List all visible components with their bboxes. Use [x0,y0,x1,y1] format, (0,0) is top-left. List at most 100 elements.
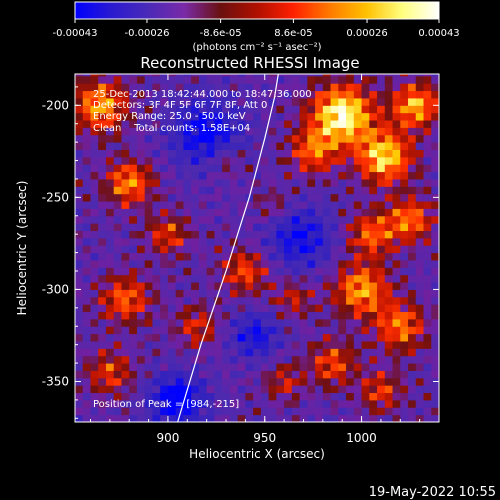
heatmap-cell [152,385,161,394]
heatmap-cell [129,90,138,99]
heatmap-cell [384,259,394,268]
heatmap-cell [136,83,146,92]
heatmap-cell [229,340,239,349]
heatmap-cell [268,75,277,84]
heatmap-cell [129,171,138,180]
heatmap-cell [191,392,200,401]
heatmap-cell [346,318,355,327]
heatmap-cell [392,83,401,92]
heatmap-cell [400,237,409,246]
heatmap-cell [98,164,107,173]
heatmap-cell [206,134,215,143]
x-tick-label: 950 [253,431,276,445]
heatmap-cell [90,178,99,187]
heatmap-cell [415,75,425,84]
heatmap-cell [346,392,355,401]
heatmap-cell [75,407,84,416]
heatmap-cell [105,74,115,77]
heatmap-cell [191,193,200,202]
heatmap-cell [369,105,378,114]
heatmap-cell [346,164,355,173]
heatmap-cell [260,407,270,416]
heatmap-cell [105,399,115,408]
heatmap-cell [299,127,308,136]
heatmap-cell [245,392,254,401]
heatmap-cell [206,363,215,371]
heatmap-cell [75,304,84,313]
heatmap-cell [423,178,432,187]
heatmap-cell [415,193,425,202]
heatmap-cell [260,259,270,268]
heatmap-cell [315,90,324,99]
heatmap-cell [400,311,409,320]
heatmap-cell [291,304,301,313]
heatmap-cell [307,296,316,305]
heatmap-cell [291,90,301,99]
heatmap-cell [198,385,208,394]
heatmap-cell [253,193,262,202]
heatmap-cell [206,149,215,158]
heatmap-cell [90,237,99,246]
heatmap-cell [346,230,355,239]
heatmap-cell [105,149,115,158]
heatmap-cell [214,377,223,386]
heatmap-cell [191,134,200,143]
heatmap-cell [361,149,370,158]
heatmap-cell [136,267,146,276]
heatmap-cell [330,90,339,99]
heatmap-cell [392,178,401,187]
heatmap-cell [260,120,270,128]
heatmap-cell [105,215,115,224]
heatmap-cell [400,407,409,416]
heatmap-cell [113,74,122,77]
heatmap-cell [75,311,84,320]
heatmap-cell [361,112,370,121]
heatmap-cell [129,318,138,327]
heatmap-cell [377,134,386,143]
heatmap-cell [253,296,262,305]
heatmap-cell [423,215,432,224]
heatmap-cell [384,385,394,394]
heatmap-cell [423,318,432,327]
heatmap-cell [253,348,262,357]
heatmap-cell [90,267,99,276]
heatmap-cell [121,142,130,150]
heatmap-cell [384,414,394,422]
heatmap-cell [183,370,192,379]
heatmap-cell [105,333,115,342]
heatmap-cell [307,363,316,371]
heatmap-cell [284,348,293,357]
heatmap-cell [276,120,285,128]
heatmap-cell [183,149,192,158]
heatmap-cell [90,355,99,364]
heatmap-cell [222,348,231,357]
heatmap-cell [167,267,177,276]
heatmap-cell [431,296,439,305]
heatmap-cell [284,164,293,173]
heatmap-cell [191,245,200,254]
heatmap-cell [229,186,239,195]
heatmap-cell [191,333,200,342]
heatmap-cell [276,74,285,77]
heatmap-cell [315,142,324,150]
heatmap-cell [113,259,122,268]
heatmap-cell [113,97,122,106]
heatmap-cell [322,414,332,422]
heatmap-cell [415,392,425,401]
heatmap-cell [260,296,270,305]
heatmap-cell [82,282,91,290]
heatmap-cell [284,289,293,298]
heatmap-cell [260,90,270,99]
heatmap-cell [353,105,363,114]
heatmap-cell [369,223,378,232]
heatmap-cell [353,363,363,371]
heatmap-cell [198,112,208,121]
heatmap-cell [307,370,316,379]
heatmap-cell [315,245,324,254]
heatmap-cell [245,97,254,106]
heatmap-cell [377,97,386,106]
heatmap-cell [229,215,239,224]
heatmap-cell [82,149,91,158]
heatmap-cell [299,377,308,386]
heatmap-cell [299,193,308,202]
